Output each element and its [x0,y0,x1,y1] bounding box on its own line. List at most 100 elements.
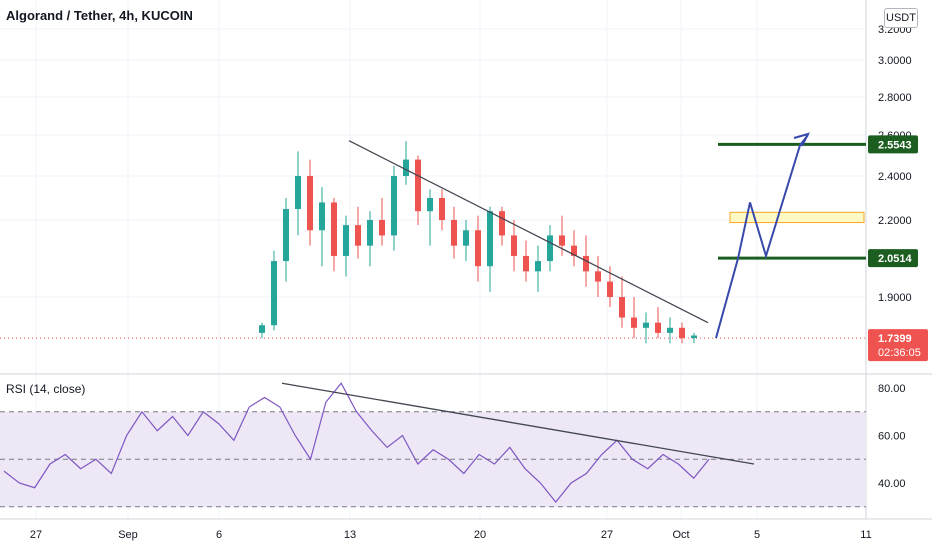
candle [667,317,673,344]
candle-body [631,317,637,328]
price-tick-label: 3.0000 [878,55,912,67]
level-label: 2.5543 [878,139,912,151]
candle [691,332,697,344]
candle [631,297,637,339]
candle-body [439,198,445,220]
candle-body [427,198,433,212]
candle-body [463,230,469,246]
candle-body [403,159,409,176]
candle-body [307,176,313,231]
candle [487,206,493,292]
candle-body [547,235,553,262]
candle [535,245,541,292]
candle [571,230,577,267]
candle-body [643,322,649,328]
candle [319,187,325,267]
candle-body [283,209,289,262]
candle-body [523,255,529,272]
candle [259,322,265,339]
level-label-bg [868,249,918,268]
last-price-label: 1.7399 [878,333,912,345]
rsi-line [3,382,710,503]
rsi-tick-label: 40.00 [878,478,906,490]
candle [439,189,445,231]
candle [271,250,277,331]
candle-body [595,271,601,282]
currency-button[interactable]: USDT [884,8,918,28]
rsi-tick-label: 80.00 [878,383,906,395]
level-label: 2.0514 [878,253,913,265]
candle [331,198,337,272]
candle-body [259,325,265,333]
date-tick-label: 20 [474,529,486,541]
candle-body [331,202,337,256]
projection-path [715,134,809,339]
candle [547,225,553,272]
candle [391,165,397,251]
candle-body [691,335,697,339]
candle [463,220,469,262]
date-tick-label: 11 [860,529,871,541]
candle [475,215,481,282]
candle-body [655,322,661,333]
candle-body [499,211,505,236]
date-tick-label: Oct [672,529,689,541]
candle-body [667,327,673,333]
price-tick-label: 1.9000 [878,292,912,304]
candle-body [679,327,685,339]
candle [427,189,433,246]
candle-body [367,220,373,246]
candle-body [319,202,325,231]
candle-body [355,225,361,246]
candle-body [571,245,577,256]
price-tick-label: 2.4000 [878,171,912,183]
candle [283,198,289,282]
candle [655,307,661,339]
candle [415,155,421,226]
candle-body [475,230,481,267]
date-tick-label: 5 [754,529,760,541]
date-tick-label: 13 [344,529,356,541]
candle [295,151,301,236]
candle [619,276,625,328]
candle-body [391,176,397,236]
candle-body [607,281,613,297]
level-label-bg [868,135,918,154]
candle-body [619,297,625,318]
candle [499,206,505,246]
candle [595,255,601,297]
candle-body [559,235,565,246]
projection-arrowhead [793,132,810,147]
last-price-label-bg [868,329,928,362]
candle-body [415,159,421,212]
candle [679,322,685,344]
candle [367,211,373,267]
candle-body [343,225,349,256]
candle [451,206,457,259]
candle-body [451,220,457,246]
date-tick-label: 27 [601,529,613,541]
candle [511,220,517,272]
price-trendline [348,140,709,324]
candle-body [379,220,385,236]
rsi-indicator-label: RSI (14, close) [6,382,86,396]
candle [403,141,409,185]
rsi-tick-label: 60.00 [878,431,906,443]
candle [643,312,649,344]
date-tick-label: 6 [216,529,222,541]
price-tick-label: 2.8000 [878,92,912,104]
date-tick-label: 27 [30,529,42,541]
candle [343,215,349,277]
candle [379,198,385,246]
candle-body [583,255,589,272]
rsi-trendline [281,382,755,465]
candle-body [487,211,493,267]
candle [523,240,529,282]
price-tick-label: 2.2000 [878,215,912,227]
candle-body [271,261,277,326]
candle [355,206,361,259]
candle-body [535,261,541,272]
candle [307,159,313,246]
target-zone [729,211,865,224]
